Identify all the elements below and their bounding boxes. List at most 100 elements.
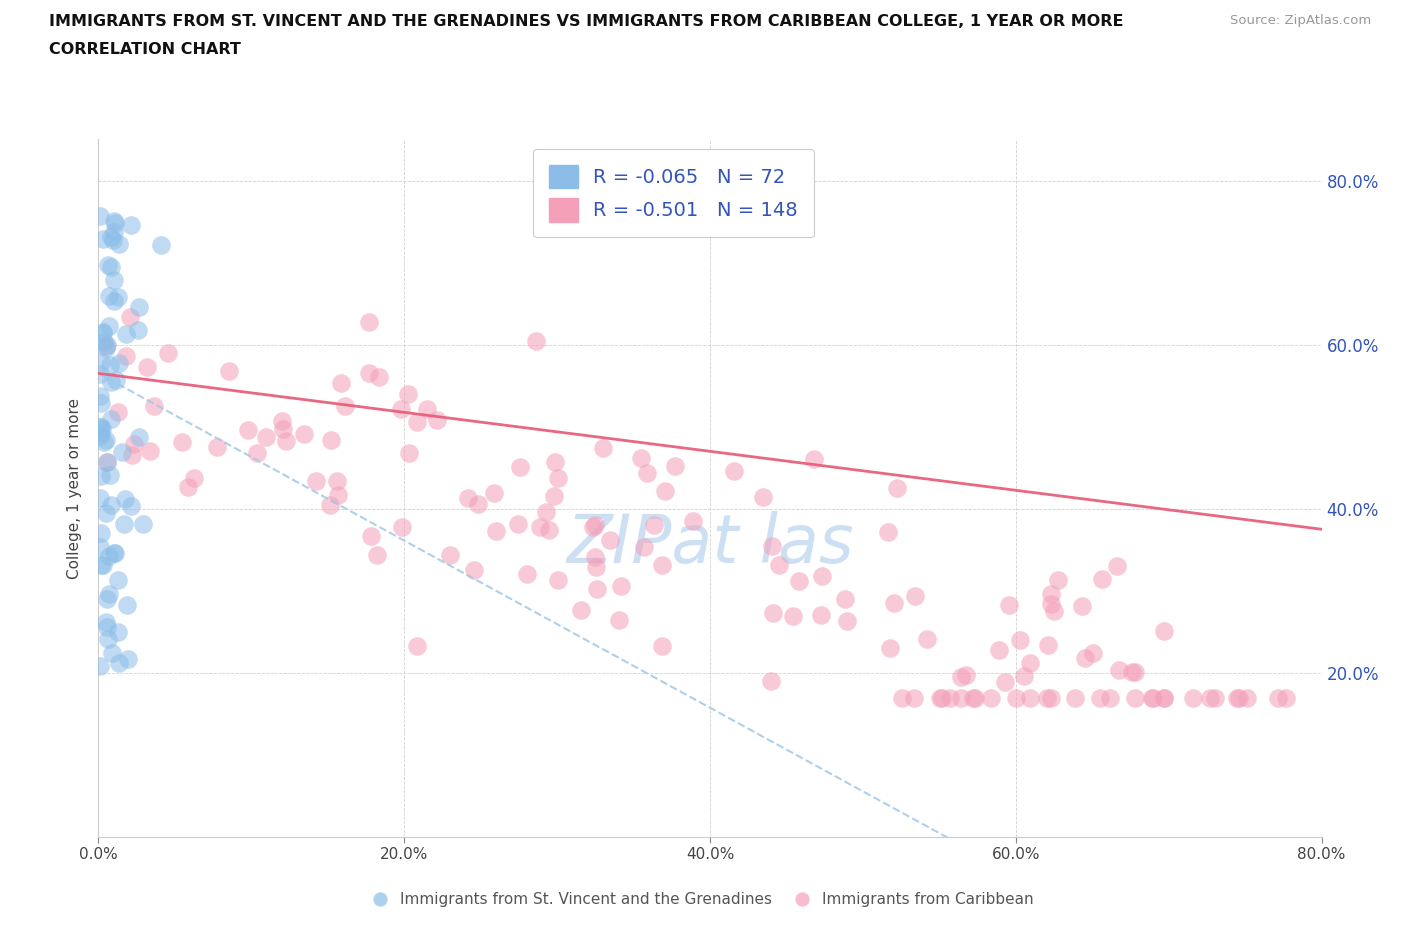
Point <box>89 539 111 554</box>
Point <box>834 591 856 606</box>
Point <box>949 670 972 684</box>
Point <box>583 550 606 565</box>
Point <box>117 651 139 666</box>
Point <box>90 395 112 410</box>
Point <box>643 518 665 533</box>
Point <box>96 339 118 353</box>
Point <box>118 310 141 325</box>
Point <box>96 338 118 352</box>
Point <box>768 558 790 573</box>
Point <box>506 517 529 532</box>
Point <box>682 513 704 528</box>
Point <box>543 455 565 470</box>
Point <box>585 560 607 575</box>
Point <box>1274 690 1296 705</box>
Point <box>107 405 129 419</box>
Point <box>879 641 901 656</box>
Point <box>963 690 986 705</box>
Point <box>1227 690 1250 705</box>
Point <box>994 674 1017 689</box>
Point <box>135 360 157 375</box>
Point <box>1010 633 1032 648</box>
Point <box>89 367 111 382</box>
Point <box>398 445 420 460</box>
Point <box>1063 690 1085 705</box>
Point <box>904 589 927 604</box>
Point <box>143 398 166 413</box>
Point <box>100 375 122 390</box>
Point <box>529 519 551 534</box>
Text: ZIPat las: ZIPat las <box>567 512 853 577</box>
Point <box>883 596 905 611</box>
Point <box>803 451 825 466</box>
Point <box>218 364 240 379</box>
Point <box>782 609 804 624</box>
Point <box>271 414 294 429</box>
Point <box>172 435 194 450</box>
Point <box>651 638 673 653</box>
Point <box>1226 690 1249 705</box>
Point <box>128 299 150 314</box>
Point <box>328 487 350 502</box>
Point <box>547 471 569 485</box>
Point <box>903 690 925 705</box>
Point <box>104 216 127 231</box>
Point <box>1153 624 1175 639</box>
Point <box>1005 690 1028 705</box>
Point <box>1091 571 1114 586</box>
Point <box>1123 690 1146 705</box>
Point <box>457 491 479 506</box>
Point <box>319 498 342 512</box>
Point <box>1074 650 1097 665</box>
Point <box>326 473 349 488</box>
Point <box>664 458 686 473</box>
Point <box>485 524 508 538</box>
Point <box>599 533 621 548</box>
Point <box>294 427 316 442</box>
Point <box>1070 599 1092 614</box>
Point <box>139 444 162 458</box>
Point <box>630 450 652 465</box>
Point <box>391 520 413 535</box>
Point <box>1236 690 1258 705</box>
Point <box>1012 669 1035 684</box>
Point <box>1047 573 1070 588</box>
Point <box>366 547 388 562</box>
Point <box>150 238 173 253</box>
Point <box>96 455 118 470</box>
Point <box>100 230 122 245</box>
Point <box>1123 664 1146 679</box>
Point <box>89 428 111 443</box>
Point <box>105 373 128 388</box>
Point <box>90 558 112 573</box>
Point <box>91 232 114 246</box>
Point <box>103 293 125 308</box>
Point <box>1108 663 1130 678</box>
Point <box>156 346 179 361</box>
Point <box>516 566 538 581</box>
Point <box>651 558 673 573</box>
Point <box>583 517 606 532</box>
Point <box>120 218 142 232</box>
Point <box>915 631 938 646</box>
Point <box>276 433 298 448</box>
Point <box>90 426 112 441</box>
Point <box>1107 559 1129 574</box>
Point <box>998 598 1021 613</box>
Point <box>89 389 111 404</box>
Point <box>633 539 655 554</box>
Point <box>1018 690 1040 705</box>
Point <box>93 434 115 449</box>
Point <box>1204 690 1226 705</box>
Point <box>752 489 775 504</box>
Point <box>90 355 112 370</box>
Point <box>509 459 531 474</box>
Point <box>107 624 129 639</box>
Point <box>928 690 950 705</box>
Point <box>1088 690 1111 705</box>
Point <box>107 656 129 671</box>
Point <box>91 326 114 340</box>
Point <box>467 497 489 512</box>
Point <box>89 420 111 435</box>
Point <box>723 463 745 478</box>
